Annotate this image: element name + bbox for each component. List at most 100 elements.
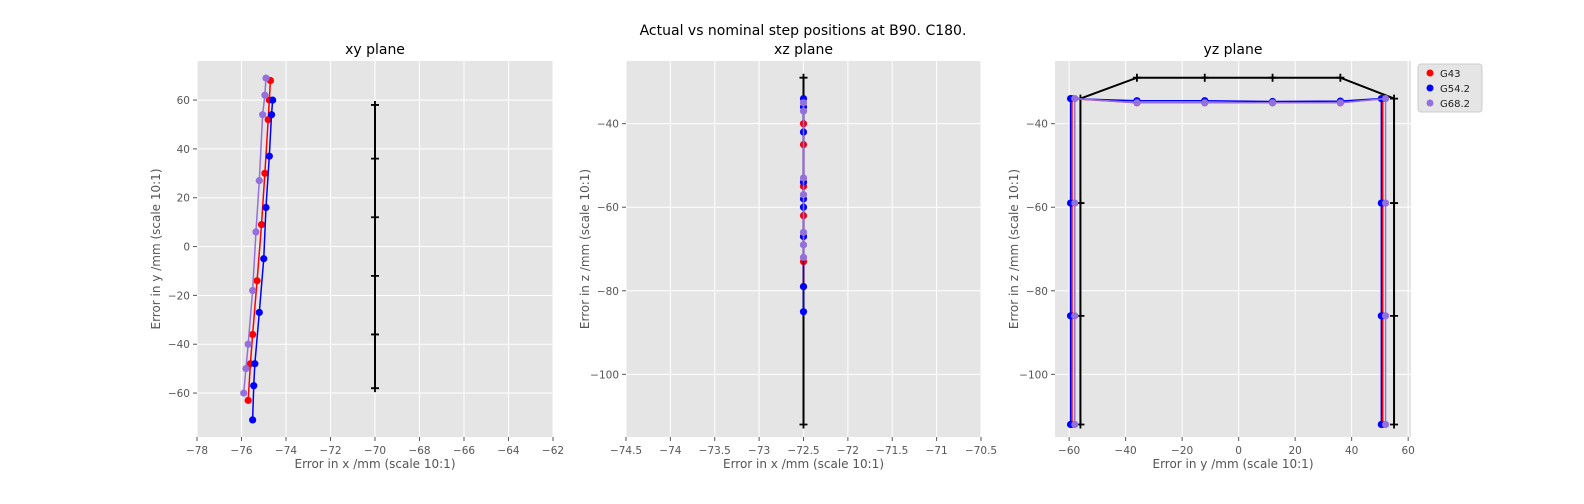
nominal-line — [1079, 76, 1396, 425]
axes-title: xy plane — [345, 42, 405, 58]
data-point — [799, 174, 808, 182]
data-point — [261, 91, 269, 99]
y-axis-label: Error in y /mm (scale 10:1) — [149, 168, 163, 329]
nominal-point — [1336, 73, 1345, 82]
x-tick-label: −64 — [497, 445, 519, 457]
data-point — [1268, 99, 1277, 107]
data-point — [262, 203, 270, 212]
data-point — [1381, 312, 1390, 320]
data-point — [250, 382, 258, 390]
x-axis-label: Error in y /mm (scale 10:1) — [1152, 457, 1313, 471]
nominal-point — [371, 384, 379, 393]
series-line — [1069, 97, 1383, 425]
axes-title: yz plane — [1204, 42, 1263, 58]
y-tick-label: −80 — [597, 286, 619, 298]
data-point — [255, 177, 263, 185]
nominal-point — [371, 213, 379, 222]
y-tick-label: −40 — [597, 119, 619, 131]
y-tick-label: −20 — [168, 290, 190, 302]
figure-title: Actual vs nominal step positions at B90.… — [640, 23, 967, 39]
x-tick-label: −72 — [837, 445, 859, 457]
x-tick-label: 40 — [1345, 445, 1358, 457]
data-point — [262, 74, 270, 82]
x-tick-label: −71 — [926, 445, 948, 457]
x-tick-label: −70 — [364, 445, 386, 457]
y-tick-label: 0 — [183, 242, 190, 254]
data-point — [1071, 199, 1079, 207]
data-point — [799, 253, 808, 261]
legend-marker — [1426, 84, 1434, 92]
nominal-point — [799, 420, 808, 429]
y-axis-label: Error in z /mm (scale 10:1) — [578, 169, 592, 329]
data-point — [1381, 95, 1390, 103]
data-point — [253, 277, 261, 285]
data-point — [799, 107, 808, 115]
x-tick-label: −40 — [1115, 445, 1137, 457]
legend-box — [1417, 63, 1483, 113]
data-point — [260, 255, 268, 263]
nominal-point — [1390, 420, 1399, 429]
x-tick-label: 0 — [1235, 445, 1242, 457]
data-point — [252, 228, 260, 236]
y-tick-label: −100 — [1019, 369, 1048, 381]
y-tick-label: −60 — [168, 388, 190, 400]
data-point — [257, 220, 266, 229]
data-point — [1071, 312, 1079, 320]
nominal-point — [371, 100, 379, 109]
x-tick-label: −66 — [453, 445, 475, 457]
x-tick-label: −73 — [748, 445, 770, 457]
x-tick-label: −76 — [230, 445, 252, 457]
data-point — [1381, 199, 1390, 207]
axes-2: −74.5 −74 −73.5 −73 −72.5 −72 −71.5 −71 −70.5 −10… — [578, 42, 997, 471]
nominal-point — [1132, 73, 1141, 82]
legend-marker — [1426, 99, 1434, 107]
nominal-point — [799, 73, 808, 82]
data-point — [267, 111, 276, 119]
nominal-point — [1268, 73, 1277, 82]
x-tick-label: −62 — [542, 445, 564, 457]
data-point — [1071, 95, 1079, 103]
y-axis-label: Error in z /mm (scale 10:1) — [1007, 169, 1021, 329]
y-tick-label: −40 — [168, 339, 190, 351]
data-point — [269, 96, 277, 104]
data-point — [259, 111, 267, 119]
data-point — [249, 286, 257, 295]
series-g54-2 — [249, 96, 277, 424]
data-point — [265, 152, 273, 160]
x-tick-label: −60 — [1058, 445, 1080, 457]
x-tick-label: −74 — [659, 445, 681, 457]
series-g68-2 — [799, 99, 808, 261]
data-point — [261, 169, 269, 177]
data-point — [799, 308, 808, 316]
x-axis-label: Error in x /mm (scale 10:1) — [294, 457, 455, 471]
x-tick-label: 20 — [1288, 445, 1301, 457]
axes-title: xz plane — [774, 42, 833, 58]
nominal-point — [1390, 94, 1399, 103]
x-tick-label: −68 — [408, 445, 430, 457]
x-tick-label: −72 — [319, 445, 341, 457]
x-tick-label: 60 — [1401, 445, 1414, 457]
x-tick-label: −73.5 — [699, 445, 731, 457]
data-point — [255, 308, 263, 317]
data-point — [1133, 99, 1141, 107]
y-tick-label: 60 — [177, 95, 190, 107]
data-point — [1381, 420, 1390, 429]
axes-1: −78 −76 −74 −72 −70 −68 −66 −64 −62 −60 −40 −20 0 20 4… — [149, 42, 564, 471]
data-point — [799, 241, 808, 249]
y-tick-label: 20 — [177, 193, 190, 205]
legend: G43 G54.2 G68.2 — [1417, 63, 1483, 113]
nominal-point — [371, 330, 379, 339]
data-point — [1336, 99, 1344, 107]
series-g68-2 — [1071, 95, 1390, 429]
nominal-point — [371, 154, 379, 163]
data-point — [251, 360, 259, 368]
y-tick-label: −100 — [590, 369, 619, 381]
data-point — [1071, 420, 1079, 429]
data-point — [799, 191, 808, 199]
x-tick-label: −78 — [186, 445, 208, 457]
data-point — [249, 330, 257, 339]
data-point — [799, 283, 808, 291]
x-tick-label: −70.5 — [965, 445, 997, 457]
y-tick-label: 40 — [177, 144, 190, 156]
